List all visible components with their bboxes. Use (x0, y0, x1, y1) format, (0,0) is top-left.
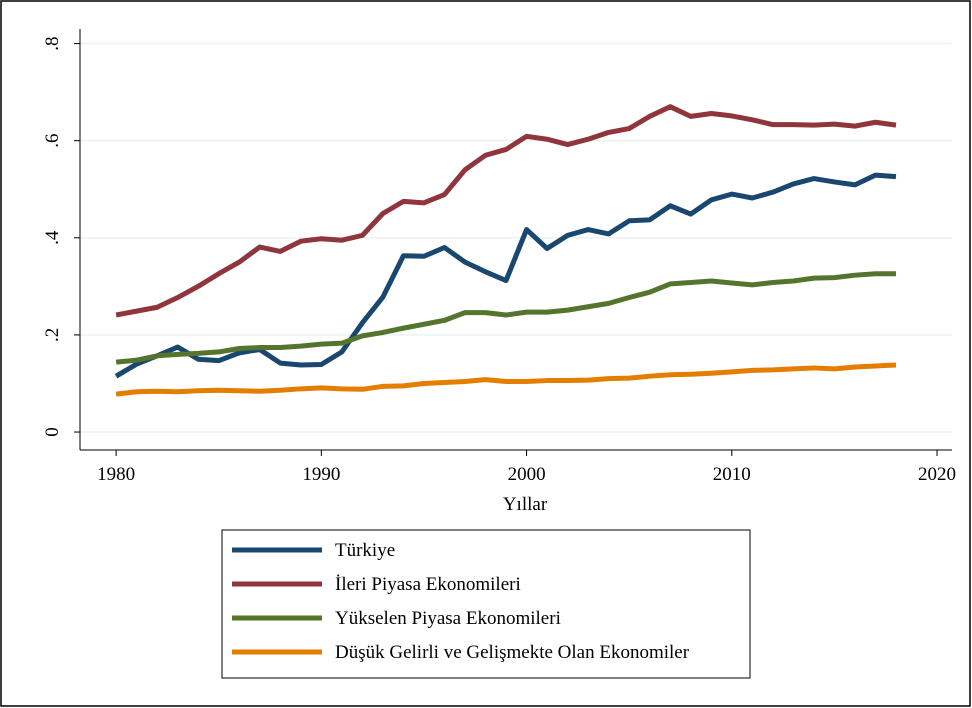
legend-label: Türkiye (335, 540, 395, 561)
legend-label: İleri Piyasa Ekonomileri (335, 574, 521, 595)
x-tick-label: 1990 (302, 464, 340, 485)
y-tick-label: .4 (42, 230, 63, 245)
x-axis-label: Yıllar (503, 494, 548, 515)
x-tick-label: 2010 (713, 464, 751, 485)
legend-label: Düşük Gelirli ve Gelişmekte Olan Ekonomi… (335, 642, 690, 663)
y-tick-label: .8 (42, 36, 63, 50)
y-tick-label: 0 (42, 427, 63, 437)
line (115, 362, 897, 397)
line (114, 172, 897, 379)
x-tick-label: 2000 (508, 464, 546, 485)
x-tick-label: 1980 (97, 464, 135, 485)
line (115, 271, 896, 365)
line (115, 104, 897, 318)
legend-label: Yükselen Piyasa Ekonomileri (335, 608, 561, 629)
x-tick-label: 2020 (918, 464, 956, 485)
y-tick-label: .6 (42, 134, 63, 148)
y-tick-label: .2 (42, 328, 63, 342)
